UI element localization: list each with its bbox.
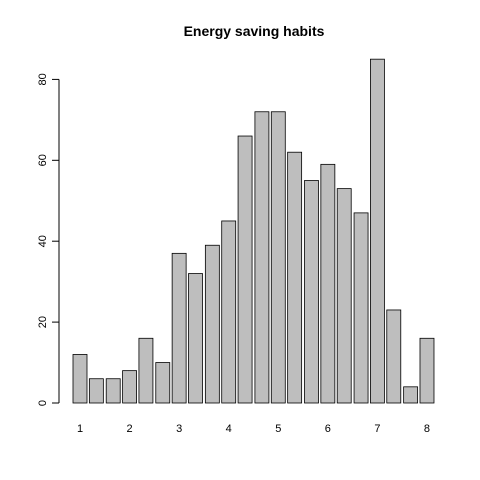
bar bbox=[370, 58, 385, 404]
y-tick-label: 20 bbox=[37, 316, 49, 328]
bar bbox=[353, 212, 369, 404]
bar bbox=[336, 188, 352, 404]
bar bbox=[304, 180, 319, 404]
bar bbox=[105, 378, 121, 404]
bar bbox=[254, 111, 270, 404]
x-tick-label: 5 bbox=[275, 423, 281, 435]
x-tick-label: 4 bbox=[226, 423, 232, 435]
y-tick-label: 60 bbox=[37, 154, 49, 166]
bar bbox=[204, 244, 220, 404]
x-axis-labels: 1 2 3 4 5 6 7 8 bbox=[77, 423, 430, 435]
y-tick-label: 0 bbox=[37, 400, 49, 406]
bar bbox=[386, 309, 402, 404]
x-tick-label: 6 bbox=[325, 423, 331, 435]
chart-title: Energy saving habits bbox=[184, 23, 325, 39]
bar bbox=[419, 337, 435, 404]
bar bbox=[138, 337, 154, 404]
bar bbox=[270, 111, 286, 404]
bar bbox=[237, 135, 253, 404]
x-tick-label: 3 bbox=[176, 423, 182, 435]
bars bbox=[72, 58, 435, 404]
y-tick-label: 80 bbox=[37, 73, 49, 85]
y-tick-label: 40 bbox=[37, 235, 49, 247]
bar bbox=[221, 220, 237, 404]
bar bbox=[403, 386, 419, 404]
bar bbox=[122, 370, 137, 404]
bar bbox=[72, 354, 88, 404]
x-tick-label: 2 bbox=[127, 423, 133, 435]
bar bbox=[171, 252, 187, 404]
bar bbox=[188, 273, 203, 404]
x-tick-label: 7 bbox=[374, 423, 380, 435]
x-tick-label: 1 bbox=[77, 423, 83, 435]
x-tick-label: 8 bbox=[424, 423, 430, 435]
bar bbox=[88, 378, 104, 404]
y-axis: 0 20 40 60 80 bbox=[37, 73, 60, 406]
bar bbox=[320, 163, 336, 404]
bar bbox=[155, 362, 171, 404]
bar bbox=[287, 151, 303, 404]
